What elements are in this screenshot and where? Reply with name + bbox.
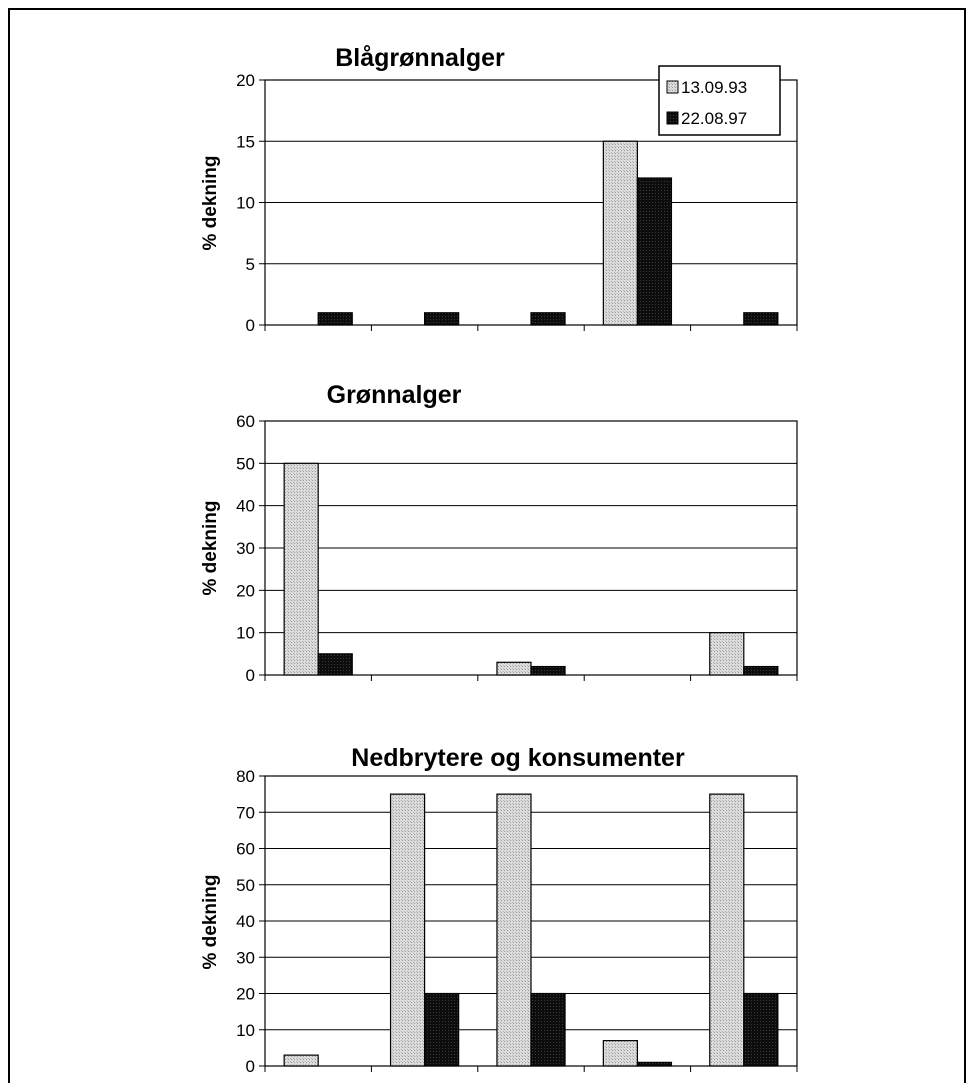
bar-13-09-93-F4 <box>602 1040 638 1067</box>
y-tick-label: 40 <box>236 497 255 516</box>
y-tick-label: 30 <box>236 539 255 558</box>
legend-label-22-08-97: 22.08.97 <box>681 109 747 128</box>
y-tick-label: 15 <box>236 132 255 151</box>
chart-title: Grønnalger <box>327 381 462 409</box>
legend-box <box>658 65 781 136</box>
chart-gronnalger: Grønnalger % dekning 0 10 20 30 40 50 60 <box>200 381 798 685</box>
figure-frame <box>8 8 966 1083</box>
bar-22-08-97-F4 <box>636 177 673 326</box>
bar-13-09-93-F3 <box>496 661 532 676</box>
y-tick-label: 60 <box>236 840 255 859</box>
bar-22-08-97-F3 <box>530 992 566 1067</box>
y-tick-label: 30 <box>236 948 255 967</box>
bar-13-09-93-F1 <box>283 1054 319 1067</box>
chart-title: Nedbrytere og konsumenter <box>351 744 685 772</box>
y-tick-label: 80 <box>236 767 255 786</box>
y-tick-label: 20 <box>236 985 255 1004</box>
y-tick-label: 60 <box>236 412 255 431</box>
legend-swatch-13-09-93 <box>666 80 679 94</box>
bar-13-09-93-F4 <box>602 140 638 326</box>
bar-22-08-97-F1 <box>317 653 353 676</box>
y-axis-label: % dekning <box>200 874 221 969</box>
legend-swatch-22-08-97 <box>666 111 679 125</box>
bar-13-09-93-F3 <box>496 793 532 1067</box>
y-tick-label: 20 <box>236 581 255 600</box>
bar-22-08-97-F1 <box>317 312 353 326</box>
y-tick-label: 5 <box>246 255 255 274</box>
bar-22-08-97-F5 <box>743 992 779 1067</box>
bar-22-08-97-F2 <box>424 312 460 326</box>
chart-title: Blågrønnalger <box>335 44 505 72</box>
bar-22-08-97-F2 <box>424 992 460 1067</box>
bar-22-08-97-F3 <box>530 665 566 676</box>
legend-label-13-09-93: 13.09.93 <box>681 78 747 97</box>
y-tick-label: 0 <box>246 316 255 335</box>
legend: 13.09.93 22.08.97 <box>658 65 781 136</box>
bar-22-08-97-F5 <box>743 665 779 676</box>
bar-13-09-93-F2 <box>389 793 426 1067</box>
chart-nedbrytere-og-konsumenter: Nedbrytere og konsumenter % dekning 0 10 2… <box>200 744 798 1075</box>
chart-blagronnalger: Blågrønnalger % dekning 0 5 10 15 20 13.09.9… <box>200 44 798 335</box>
bar-22-08-97-F4 <box>636 1061 673 1067</box>
bar-22-08-97-F3 <box>530 312 566 326</box>
y-tick-label: 10 <box>236 1021 255 1040</box>
y-tick-label: 50 <box>236 876 255 895</box>
y-tick-label: 70 <box>236 803 255 822</box>
y-tick-label: 40 <box>236 912 255 931</box>
y-tick-label: 0 <box>246 666 255 685</box>
y-tick-label: 10 <box>236 624 255 643</box>
bar-22-08-97-F5 <box>743 312 779 326</box>
bar-13-09-93-F1 <box>283 462 319 676</box>
y-axis-label: % dekning <box>200 500 221 595</box>
bar-13-09-93-F5 <box>709 632 745 676</box>
bar-13-09-93-F5 <box>709 793 745 1067</box>
y-tick-label: 50 <box>236 454 255 473</box>
y-tick-label: 10 <box>236 194 255 213</box>
y-axis-label: % dekning <box>200 155 221 250</box>
y-tick-label: 0 <box>246 1057 255 1075</box>
y-tick-label: 20 <box>236 71 255 90</box>
